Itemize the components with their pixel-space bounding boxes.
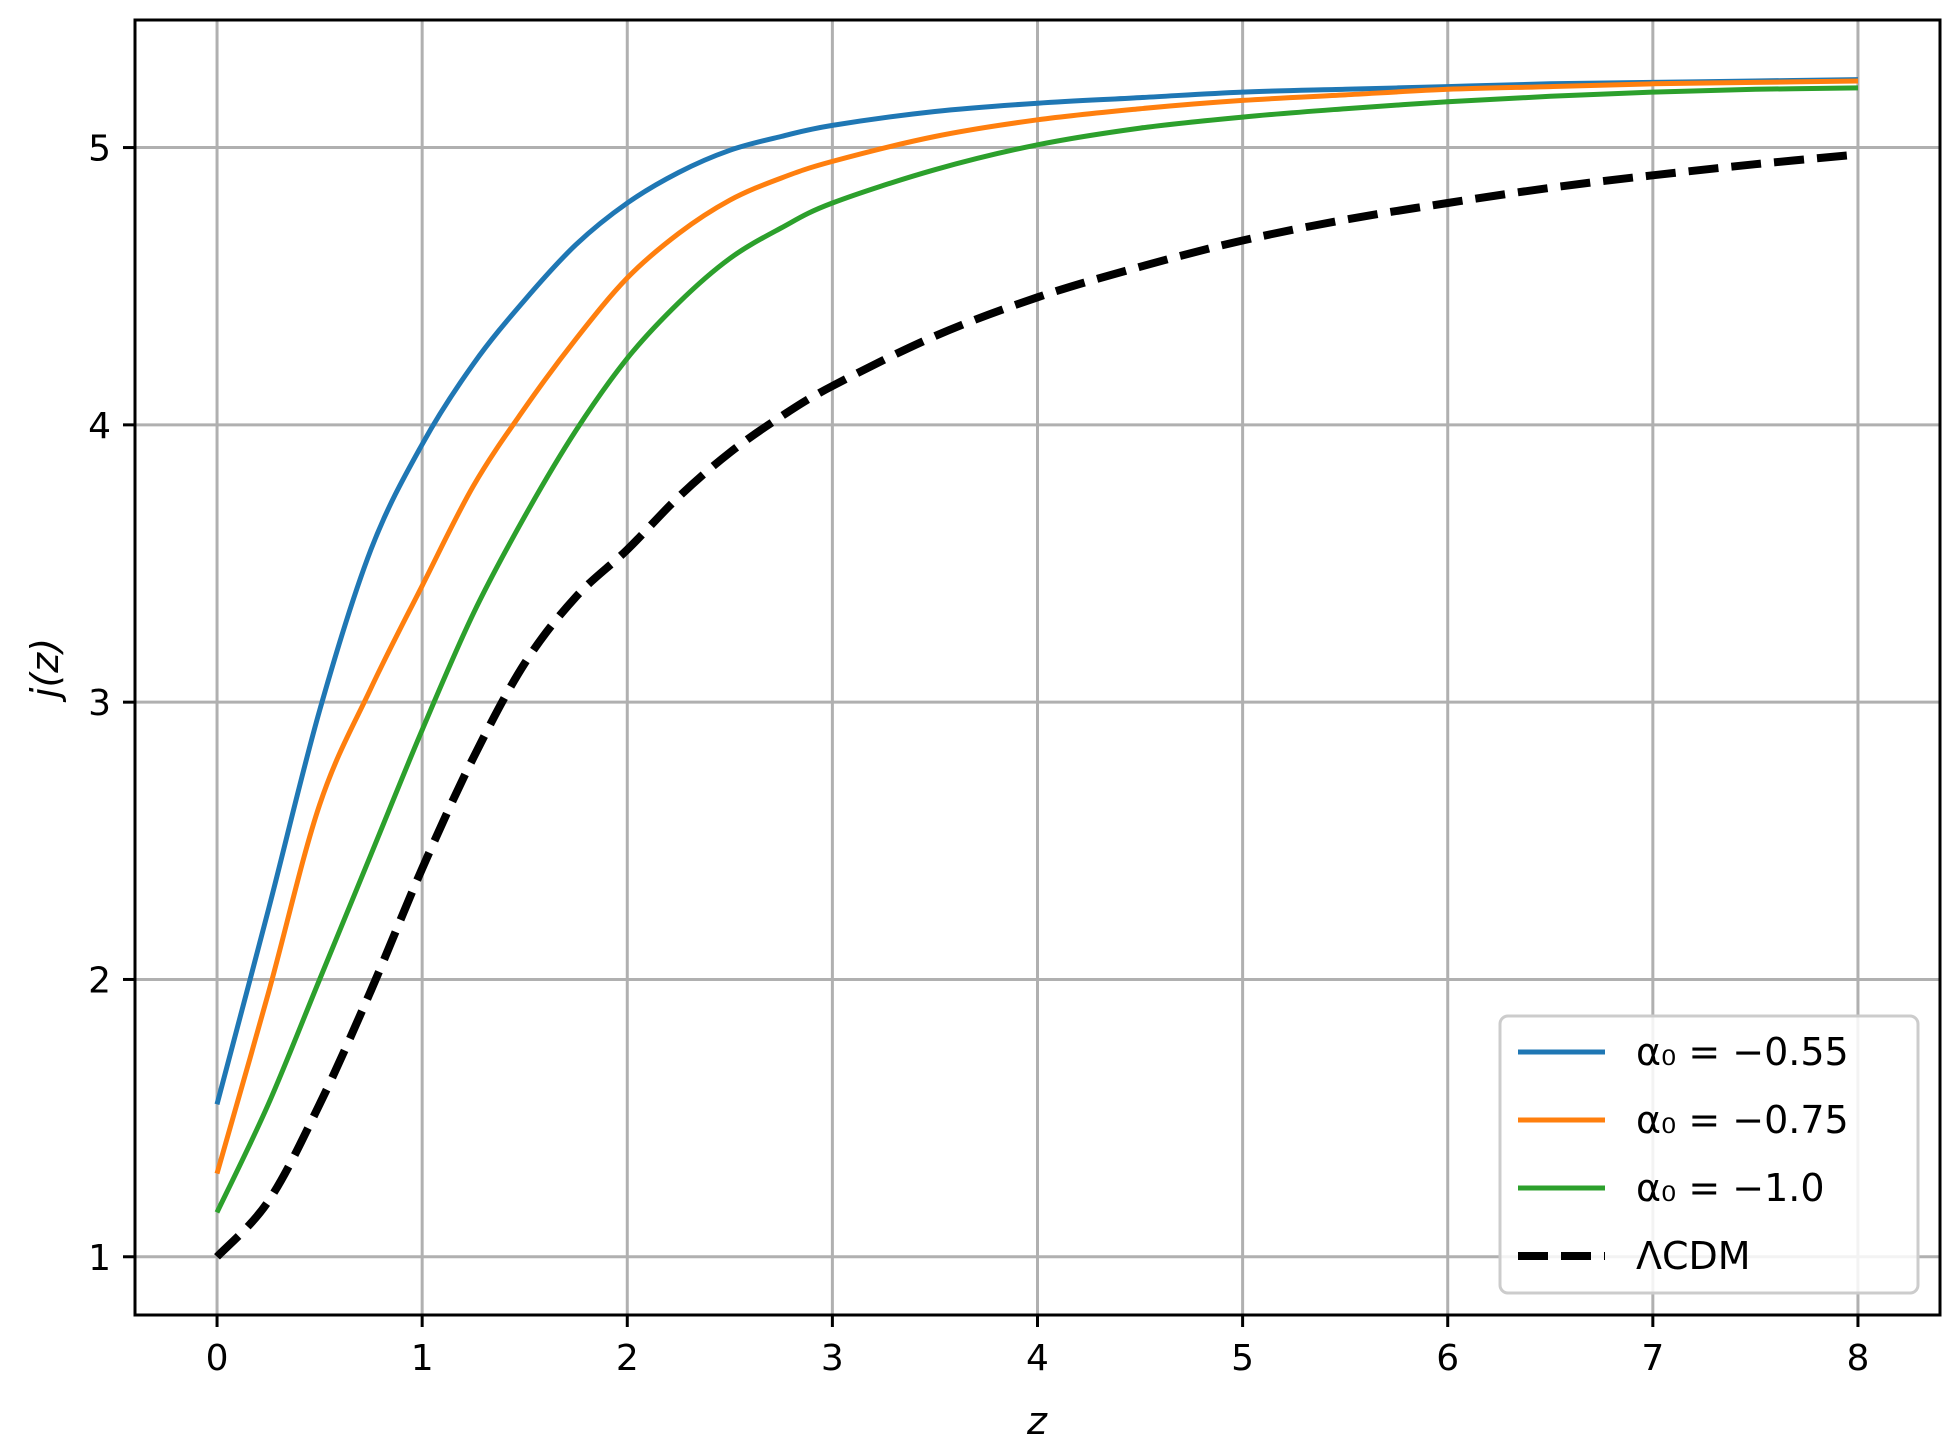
y-tick-label: 2 bbox=[88, 960, 111, 1001]
series-layer bbox=[214, 77, 1859, 1260]
x-tick-label: 5 bbox=[1231, 1338, 1254, 1379]
x-tick-label: 4 bbox=[1026, 1338, 1049, 1379]
series-line-0 bbox=[214, 77, 1859, 1105]
legend-label-0: α₀ = −0.55 bbox=[1636, 1030, 1849, 1074]
x-tick-label: 2 bbox=[616, 1338, 639, 1379]
legend: α₀ = −0.55 α₀ = −0.75 α₀ = −1.0 ΛCDM bbox=[1498, 1014, 1920, 1295]
y-tick-label: 5 bbox=[88, 129, 111, 170]
legend-label-1: α₀ = −0.75 bbox=[1636, 1098, 1849, 1142]
tick-layer: 0 1 2 3 4 5 6 7 8 1 2 3 4 5 bbox=[88, 129, 1869, 1379]
series-line-2 bbox=[214, 85, 1859, 1214]
x-tick-label: 0 bbox=[206, 1338, 229, 1379]
x-tick-label: 8 bbox=[1847, 1338, 1870, 1379]
series-line-3 bbox=[214, 150, 1859, 1260]
x-axis-label: z bbox=[1026, 1399, 1048, 1443]
x-tick-label: 1 bbox=[411, 1338, 434, 1379]
legend-label-2: α₀ = −1.0 bbox=[1636, 1166, 1825, 1210]
x-tick-label: 3 bbox=[821, 1338, 844, 1379]
legend-items: α₀ = −0.55 α₀ = −0.75 α₀ = −1.0 ΛCDM bbox=[1518, 1030, 1849, 1278]
x-tick-label: 6 bbox=[1436, 1338, 1459, 1379]
x-tick-label: 7 bbox=[1641, 1338, 1664, 1379]
legend-box bbox=[1498, 1014, 1920, 1295]
series-line-1 bbox=[214, 78, 1859, 1175]
y-tick-label: 4 bbox=[88, 406, 111, 447]
y-axis-label: j(z) bbox=[23, 638, 67, 703]
y-tick-label: 1 bbox=[88, 1238, 111, 1279]
y-tick-label: 3 bbox=[88, 683, 111, 724]
legend-label-3: ΛCDM bbox=[1636, 1234, 1751, 1278]
